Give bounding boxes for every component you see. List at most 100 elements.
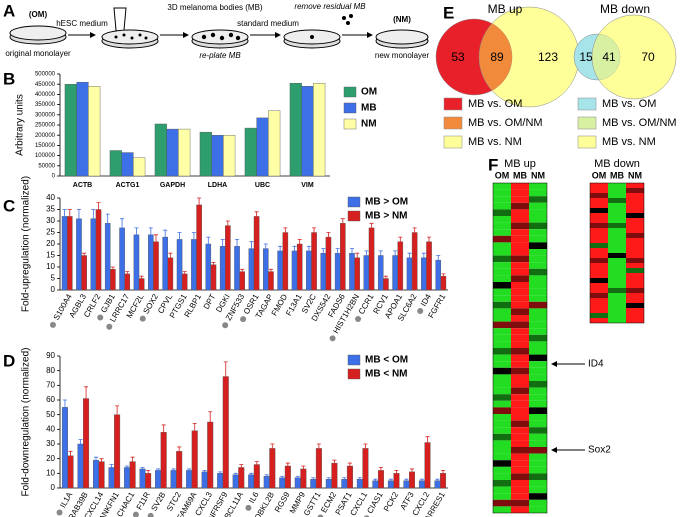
y-tick-label: 450000	[35, 82, 56, 88]
heatmap-cell	[529, 229, 547, 236]
legend-label: MB vs. OM/NM	[468, 117, 543, 129]
bar	[95, 209, 102, 291]
error-bar	[394, 470, 399, 474]
heatmap-cell	[529, 381, 547, 388]
marker-dot	[240, 316, 247, 323]
bar	[176, 239, 183, 291]
heatmap-cell	[626, 218, 644, 223]
error-bar	[357, 477, 362, 480]
heatmap-cell	[493, 381, 511, 388]
error-bar	[254, 461, 259, 465]
heatmap-cell	[608, 283, 626, 288]
error-bar	[140, 467, 145, 469]
bar	[176, 451, 183, 489]
bar	[262, 248, 269, 291]
heatmap-cell	[626, 228, 644, 233]
bar	[104, 223, 111, 291]
heatmap-cell	[608, 208, 626, 213]
bar	[311, 232, 317, 291]
bar	[148, 234, 154, 291]
heatmap-cell	[511, 354, 529, 362]
heatmap-cell	[493, 506, 511, 513]
legend-label: MB vs. NM	[468, 136, 522, 148]
heatmap-cell	[493, 235, 511, 243]
dish	[9, 25, 67, 41]
heatmap-cell	[493, 427, 511, 434]
heatmap-cell	[590, 203, 608, 208]
legend-label: MB vs. OM	[602, 98, 656, 110]
bar	[223, 134, 236, 177]
heatmap-cell	[626, 298, 644, 303]
heatmap-cell	[626, 303, 644, 308]
error-bar	[378, 250, 383, 256]
residual-mb	[342, 14, 353, 25]
bar	[356, 479, 363, 489]
y-tick-label: 40	[46, 193, 55, 202]
column-label: NM	[531, 170, 545, 180]
heatmap-cell	[493, 334, 511, 342]
y-tick-label: 80	[46, 366, 55, 375]
heatmap-cell	[493, 361, 511, 368]
heatmap-cell	[626, 188, 644, 193]
marker-dot	[245, 504, 252, 511]
heatmap-cell	[493, 202, 511, 210]
legend-label: MB vs. NM	[602, 136, 656, 148]
bar	[121, 152, 134, 177]
bar	[334, 252, 341, 291]
legend-swatch	[577, 97, 597, 111]
bar	[239, 271, 246, 291]
y-tick-label: 400000	[35, 92, 56, 98]
heatmap-cell	[493, 262, 511, 269]
heatmap-cell	[529, 262, 547, 269]
heatmap-cell	[529, 506, 547, 513]
error-bar	[94, 456, 99, 461]
bar	[124, 467, 131, 489]
bar	[64, 83, 77, 177]
error-bar	[254, 211, 259, 217]
heatmap-cell	[626, 293, 644, 298]
y-tick-label: 200000	[35, 133, 56, 139]
error-bar	[177, 232, 182, 240]
heatmap-cell	[529, 183, 547, 190]
error-bar	[220, 239, 225, 247]
bar	[217, 473, 224, 489]
y-tick-label: 70	[46, 380, 55, 389]
marker-dot	[317, 514, 324, 517]
heatmap-cell	[493, 288, 511, 296]
om-label: (OM)	[29, 10, 48, 19]
heatmap-cell	[626, 238, 644, 243]
heatmap-cell	[511, 414, 529, 421]
heatmap-cell	[590, 233, 608, 238]
heatmap-cell	[529, 275, 547, 282]
panel-label: C	[3, 196, 15, 215]
heatmap-cell	[626, 258, 644, 263]
error-bar	[197, 197, 202, 205]
error-bar	[182, 271, 187, 274]
heatmap-cell	[529, 268, 547, 276]
heatmap-cell	[529, 295, 547, 302]
heatmap-cell	[493, 282, 511, 289]
marker-dot	[56, 509, 63, 516]
bar	[253, 464, 260, 489]
venn	[435, 6, 580, 108]
error-bar	[378, 467, 383, 471]
heatmap-cell	[493, 183, 511, 190]
heatmap-cell	[626, 198, 644, 203]
legend-swatch	[343, 102, 357, 114]
heatmap-cell	[493, 328, 511, 335]
error-bar	[225, 220, 230, 226]
error-bar	[326, 477, 331, 480]
error-bar	[218, 471, 223, 474]
heatmap-cell	[626, 283, 644, 288]
heatmap-cell	[493, 354, 511, 362]
bar	[346, 465, 353, 489]
bar	[207, 421, 214, 489]
heatmap-cell	[511, 315, 529, 322]
x-tick-label: PCK2	[382, 490, 401, 513]
heatmap-cell	[590, 223, 608, 228]
heatmap-cell	[529, 301, 547, 309]
bar	[253, 216, 260, 291]
bar	[196, 204, 202, 291]
